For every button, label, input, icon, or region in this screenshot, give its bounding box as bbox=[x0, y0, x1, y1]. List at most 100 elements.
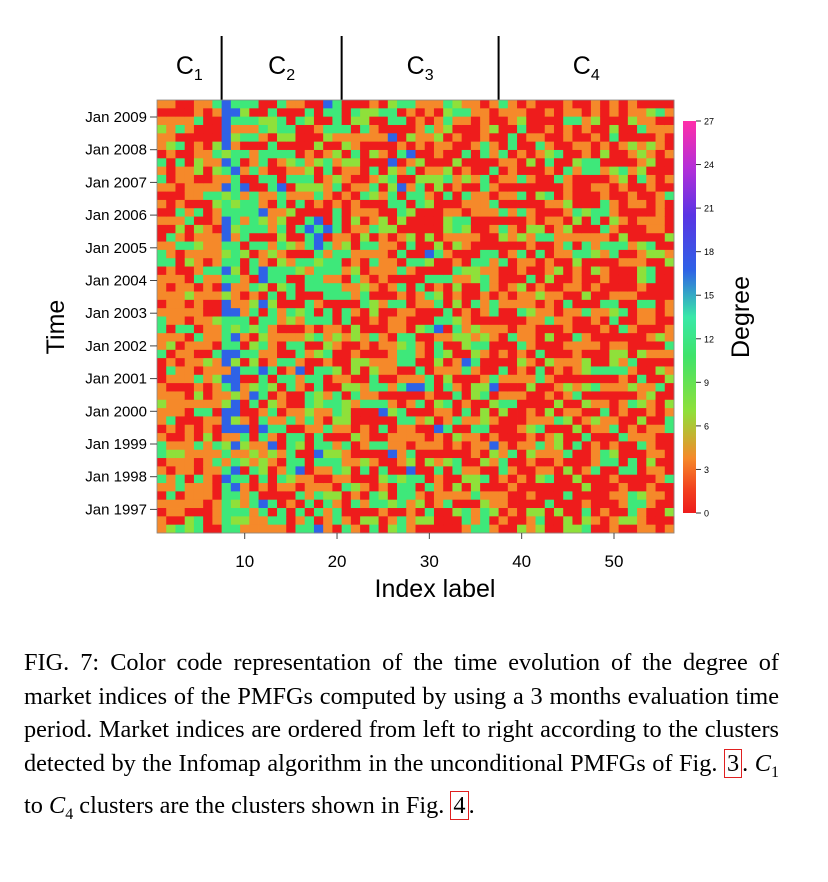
heatmap-cell bbox=[240, 108, 250, 118]
heatmap-cell bbox=[295, 491, 306, 501]
heatmap-cell bbox=[230, 524, 241, 534]
heatmap-cell bbox=[526, 399, 536, 409]
heatmap-cell bbox=[664, 366, 675, 376]
heatmap-cell bbox=[406, 274, 416, 284]
heatmap-cell bbox=[544, 374, 555, 384]
heatmap-cell bbox=[166, 408, 176, 417]
heatmap-cell bbox=[600, 208, 610, 217]
heatmap-cell bbox=[341, 116, 352, 126]
heatmap-cell bbox=[452, 199, 463, 209]
heatmap-cell bbox=[203, 291, 213, 301]
heatmap-cell bbox=[332, 133, 343, 143]
heatmap-cell bbox=[350, 524, 361, 534]
heatmap-cell bbox=[535, 224, 546, 234]
heatmap-cell bbox=[157, 433, 167, 442]
heatmap-cell bbox=[609, 249, 620, 259]
heatmap-cell bbox=[360, 516, 370, 526]
heatmap-cell bbox=[277, 341, 287, 351]
heatmap-cell bbox=[267, 183, 278, 192]
heatmap-cell bbox=[369, 283, 379, 292]
heatmap-cell bbox=[535, 241, 546, 251]
heatmap-cell bbox=[517, 133, 527, 143]
heatmap-cell bbox=[212, 199, 223, 209]
heatmap-cell bbox=[433, 208, 444, 217]
figure-ref-4-link[interactable]: 4 bbox=[450, 790, 469, 820]
heatmap-cell bbox=[424, 191, 435, 201]
heatmap-cell bbox=[230, 391, 241, 401]
heatmap-cell bbox=[443, 208, 453, 217]
heatmap-cell bbox=[609, 241, 620, 251]
heatmap-cell bbox=[544, 366, 555, 376]
heatmap-cell bbox=[369, 299, 379, 309]
y-tick-label: Jan 2006 bbox=[85, 207, 147, 224]
heatmap-cell bbox=[655, 516, 666, 526]
heatmap-cell bbox=[452, 291, 463, 301]
heatmap-cell bbox=[452, 424, 463, 434]
heatmap-cell bbox=[277, 491, 287, 501]
heatmap-cell bbox=[553, 491, 564, 501]
heatmap-cell bbox=[212, 183, 223, 192]
heatmap-cell bbox=[193, 416, 204, 426]
heatmap-cell bbox=[203, 199, 213, 209]
heatmap-cell bbox=[470, 158, 481, 168]
heatmap-cell bbox=[618, 358, 629, 367]
heatmap-cell bbox=[507, 141, 518, 151]
heatmap-cell bbox=[600, 491, 610, 501]
heatmap-cell bbox=[507, 299, 518, 309]
heatmap-cell bbox=[553, 208, 564, 217]
heatmap-cell bbox=[470, 416, 481, 426]
heatmap-cell bbox=[175, 141, 186, 151]
cluster-label: C1 bbox=[176, 52, 203, 84]
heatmap-cell bbox=[452, 100, 463, 109]
heatmap-cell bbox=[323, 258, 333, 267]
heatmap-cell bbox=[646, 224, 656, 234]
heatmap-cell bbox=[157, 208, 167, 217]
heatmap-cell bbox=[166, 399, 176, 409]
heatmap-cell bbox=[480, 208, 490, 217]
heatmap-cell bbox=[378, 174, 389, 184]
heatmap-cell bbox=[655, 283, 666, 292]
heatmap-cell bbox=[230, 499, 241, 509]
heatmap-cell bbox=[581, 224, 592, 234]
heatmap-cell bbox=[304, 466, 315, 476]
heatmap-cell bbox=[230, 124, 241, 134]
heatmap-cell bbox=[203, 383, 213, 392]
heatmap-cell bbox=[378, 100, 389, 109]
heatmap-cell bbox=[286, 341, 296, 351]
heatmap-cell bbox=[452, 174, 463, 184]
heatmap-cell bbox=[175, 324, 186, 334]
heatmap-cell bbox=[258, 458, 269, 467]
heatmap-cell bbox=[212, 141, 223, 151]
heatmap-cell bbox=[323, 324, 333, 334]
heatmap-cell bbox=[397, 100, 407, 109]
heatmap-cell bbox=[267, 283, 278, 292]
heatmap-cell bbox=[461, 383, 472, 392]
heatmap-cell bbox=[535, 149, 546, 159]
heatmap-cell bbox=[646, 108, 656, 118]
heatmap-cell bbox=[397, 449, 407, 459]
heatmap-cell bbox=[553, 349, 564, 359]
heatmap-cell bbox=[600, 324, 610, 334]
figure-ref-3-link[interactable]: 3 bbox=[724, 748, 743, 778]
heatmap-cell bbox=[267, 524, 278, 534]
heatmap-cell bbox=[313, 324, 324, 334]
heatmap-cell bbox=[443, 508, 453, 517]
heatmap-cell bbox=[498, 224, 509, 234]
heatmap-cell bbox=[277, 224, 287, 234]
heatmap-cell bbox=[184, 358, 195, 367]
heatmap-cell bbox=[461, 391, 472, 401]
heatmap-cell bbox=[433, 283, 444, 292]
heatmap-cell bbox=[350, 216, 361, 226]
heatmap-cell bbox=[664, 499, 675, 509]
heatmap-cell bbox=[553, 358, 564, 367]
heatmap-cell bbox=[498, 216, 509, 226]
heatmap-cell bbox=[378, 449, 389, 459]
heatmap-cell bbox=[240, 424, 250, 434]
heatmap-cell bbox=[221, 374, 232, 384]
heatmap-cell bbox=[332, 466, 343, 476]
heatmap-cell bbox=[517, 216, 527, 226]
heatmap-cell bbox=[433, 391, 444, 401]
heatmap-cell bbox=[193, 366, 204, 376]
heatmap-cell bbox=[535, 458, 546, 467]
heatmap-cell bbox=[470, 391, 481, 401]
